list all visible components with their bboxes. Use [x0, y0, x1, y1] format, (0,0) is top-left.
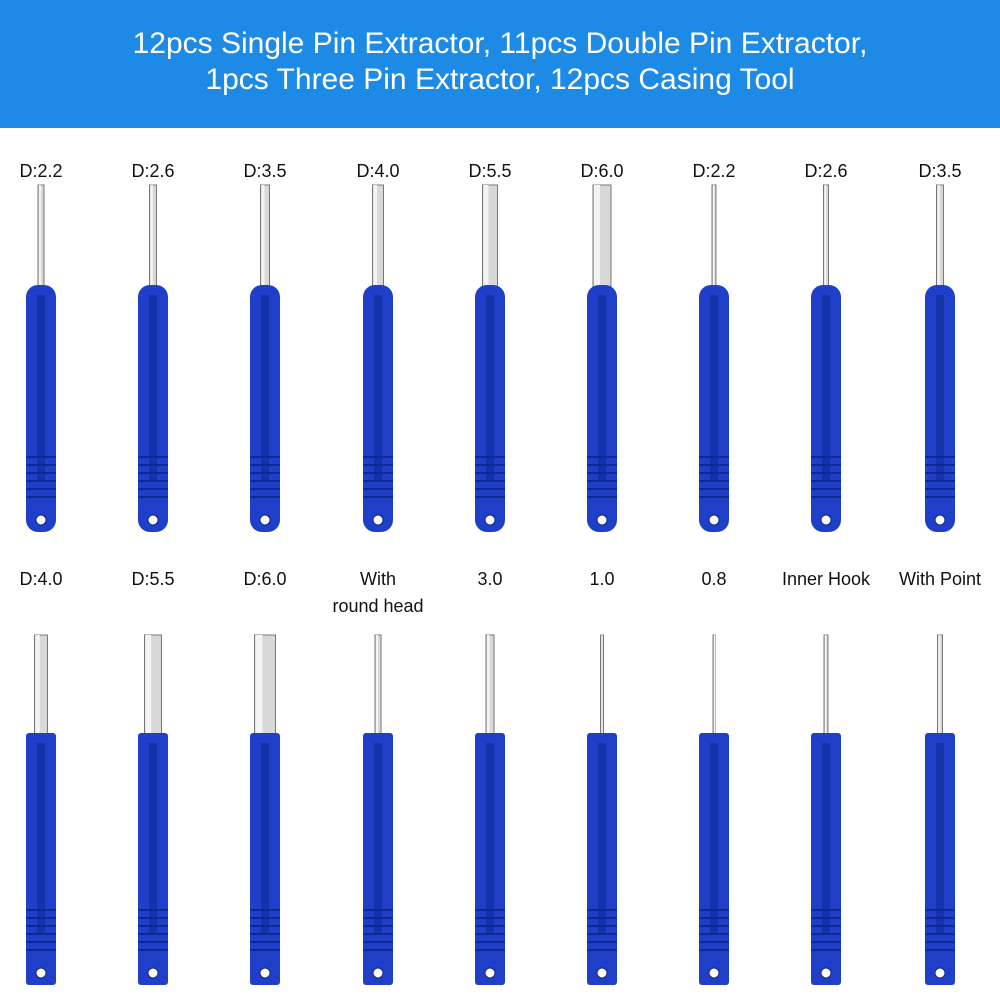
tool-handle-shade [936, 295, 944, 482]
tool-label-line: D:3.5 [918, 161, 962, 181]
tool-handle-shade [710, 743, 718, 935]
banner-line: 12pcs Single Pin Extractor, 11pcs Double… [132, 27, 868, 60]
tool-handle-shade [37, 743, 45, 935]
tool-handle-shade [822, 743, 830, 935]
tool-handle-shade [374, 295, 382, 482]
tool-handle-shade [598, 743, 606, 935]
tool-label-line: D:4.0 [19, 569, 63, 589]
tool-shaft-shine [713, 185, 715, 295]
tool-hole [596, 967, 608, 979]
banner-line: 1pcs Three Pin Extractor, 12pcs Casing T… [205, 63, 795, 96]
tool-shaft-shine [601, 635, 603, 743]
tool-label-line: D:3.5 [243, 161, 287, 181]
tool-hole [259, 967, 271, 979]
tool-label-line: 0.8 [701, 569, 727, 589]
tool-shaft-shine [150, 185, 153, 295]
tool-hole [259, 514, 271, 526]
tool-label: D:6.0 [537, 158, 667, 185]
tool-label: D:2.6 [88, 158, 218, 185]
tool-label: 3.0 [425, 566, 555, 593]
tool-label: With round head [313, 566, 443, 620]
tool-handle-shade [822, 295, 830, 482]
tool-handle-shade [710, 295, 718, 482]
tool-hole [596, 514, 608, 526]
tool-hole [147, 514, 159, 526]
tool-label: D:2.2 [0, 158, 106, 185]
tool-hole [708, 514, 720, 526]
tool-shaft-shine [483, 185, 489, 295]
tool-handle-shade [37, 295, 45, 482]
tool-hole [372, 514, 384, 526]
tool-label-line: D:5.5 [131, 569, 175, 589]
tool-label: 1.0 [537, 566, 667, 593]
tool-label: D:2.6 [761, 158, 891, 185]
tool-shaft-shine [714, 635, 715, 743]
tool-shaft-shine [937, 185, 940, 295]
tool-label: D:6.0 [200, 566, 330, 593]
tool-shaft-shine [255, 635, 263, 743]
tool-label: D:5.5 [88, 566, 218, 593]
tool-handle-shade [149, 743, 157, 935]
tool-label-line: D:6.0 [580, 161, 624, 181]
tool-label: 0.8 [649, 566, 779, 593]
tool-shaft-shine [824, 185, 827, 295]
tool-handle-shade [936, 743, 944, 935]
tool-handle-shade [486, 743, 494, 935]
tool-hole [820, 514, 832, 526]
tool-label: Inner Hook [761, 566, 891, 593]
banner: 12pcs Single Pin Extractor, 11pcs Double… [0, 0, 1000, 128]
tool-shaft-shine [39, 185, 41, 295]
tool-handle-shade [598, 295, 606, 482]
tool-handle-shade [374, 743, 382, 935]
tool-handle-shade [261, 743, 269, 935]
tool-label-line: D:2.2 [19, 161, 63, 181]
tool-shaft-shine [594, 185, 600, 295]
tool-handle-shade [486, 295, 494, 482]
tool-hole [934, 514, 946, 526]
tool-shaft-shine [261, 185, 265, 295]
tool-label-line: D:4.0 [356, 161, 400, 181]
tool-shaft-shine [376, 635, 378, 743]
tool-handle-shade [261, 295, 269, 482]
tool-label-line: D:2.2 [692, 161, 736, 181]
tool-label-line: D:5.5 [468, 161, 512, 181]
tool-label-line: round head [332, 596, 424, 616]
tool-shaft-shine [145, 635, 152, 743]
tool-label-line: 3.0 [477, 569, 503, 589]
tool-label-line: D:6.0 [243, 569, 287, 589]
tool-hole [484, 514, 496, 526]
tool-label: With Point [875, 566, 1000, 593]
tool-label: D:3.5 [200, 158, 330, 185]
tool-hole [708, 967, 720, 979]
tool-shaft-shine [35, 635, 40, 743]
tool-hole [35, 967, 47, 979]
tool-label: D:2.2 [649, 158, 779, 185]
tool-shaft-shine [825, 635, 827, 743]
tool-hole [147, 967, 159, 979]
tool-hole [372, 967, 384, 979]
tool-shaft-shine [373, 185, 378, 295]
tool-label-line: With [360, 569, 396, 589]
tool-hole [820, 967, 832, 979]
tool-label-line: D:2.6 [131, 161, 175, 181]
tool-label-line: With Point [898, 569, 982, 589]
tool-hole [484, 967, 496, 979]
tool-label-line: D:2.6 [804, 161, 848, 181]
tool-label: D:3.5 [875, 158, 1000, 185]
tool-handle-shade [149, 295, 157, 482]
tool-label: D:4.0 [0, 566, 106, 593]
tool-label-line: 1.0 [589, 569, 615, 589]
tool-shaft-shine [487, 635, 490, 743]
tool-label: D:5.5 [425, 158, 555, 185]
tool-label: D:4.0 [313, 158, 443, 185]
tool-shaft-shine [938, 635, 941, 743]
tool-hole [934, 967, 946, 979]
tool-hole [35, 514, 47, 526]
tool-label-line: Inner Hook [781, 569, 871, 589]
